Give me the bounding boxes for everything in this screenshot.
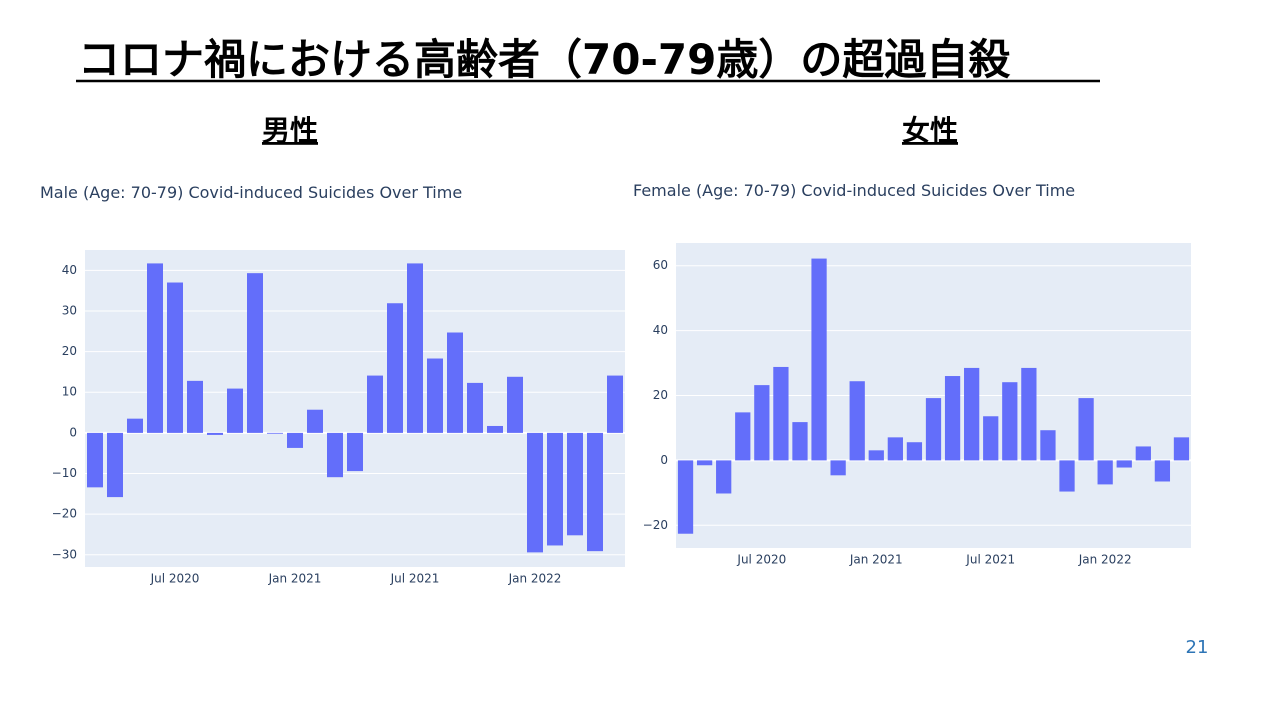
bar (983, 416, 999, 461)
bar (1040, 430, 1056, 461)
bar (167, 282, 183, 433)
y-tick-label: 60 (653, 258, 668, 272)
bar (147, 263, 163, 433)
slide-title: コロナ禍における高齢者（70-79歳）の超過自殺 (78, 35, 1010, 84)
y-tick-label: −10 (52, 466, 77, 480)
bar (507, 376, 523, 433)
bar (287, 432, 303, 448)
bar (677, 460, 694, 534)
bar (1135, 446, 1151, 461)
bar (1059, 460, 1075, 492)
x-tick-label: Jul 2020 (150, 572, 200, 586)
bar (387, 303, 403, 433)
bar (607, 375, 623, 433)
bar (849, 381, 865, 461)
chart-title: Male (Age: 70-79) Covid-induced Suicides… (40, 183, 462, 202)
bar (1116, 460, 1132, 468)
y-tick-label: −20 (52, 507, 77, 521)
y-tick-label: −20 (643, 518, 668, 532)
heading-male: 男性 (262, 114, 318, 147)
bar (754, 385, 770, 461)
y-tick-label: 20 (653, 388, 668, 402)
y-tick-label: 40 (62, 263, 77, 277)
bar (367, 375, 383, 433)
bar (1002, 382, 1018, 461)
bar (547, 432, 563, 546)
bar (1173, 437, 1190, 461)
bar (830, 460, 846, 476)
bar (347, 432, 363, 472)
plot-area (85, 250, 625, 567)
bar (925, 398, 942, 461)
bar (1097, 460, 1113, 485)
bar (1154, 460, 1171, 482)
x-tick-label: Jan 2022 (1078, 553, 1132, 567)
y-tick-label: 10 (62, 385, 77, 399)
bar (716, 460, 732, 494)
bar (407, 263, 423, 433)
y-tick-label: 30 (62, 303, 77, 317)
x-tick-label: Jul 2020 (736, 553, 786, 567)
heading-female: 女性 (902, 114, 958, 147)
bar (447, 332, 463, 433)
bar (487, 425, 503, 433)
bar (1078, 398, 1094, 461)
bar (127, 418, 143, 433)
y-tick-label: 0 (69, 425, 77, 439)
bar (427, 358, 443, 433)
bar (696, 460, 713, 466)
x-tick-label: Jan 2021 (268, 572, 322, 586)
bar (964, 367, 980, 461)
y-tick-label: 40 (653, 323, 668, 337)
bar (207, 432, 223, 435)
y-tick-label: 0 (660, 453, 668, 467)
bar (735, 412, 751, 461)
bar (187, 380, 203, 433)
page-number: 21 (1186, 637, 1209, 658)
bar (773, 366, 789, 461)
bar (587, 432, 603, 552)
chart-title: Female (Age: 70-79) Covid-induced Suicid… (633, 181, 1075, 200)
bar (1021, 367, 1037, 461)
bar (327, 432, 343, 478)
x-tick-label: Jan 2021 (849, 553, 903, 567)
bar (267, 432, 283, 434)
bar (307, 409, 323, 433)
bar (227, 388, 243, 433)
x-tick-label: Jan 2022 (508, 572, 562, 586)
bar (87, 432, 103, 488)
bar (467, 382, 483, 433)
bar (247, 273, 263, 433)
bar (527, 432, 543, 553)
bar (906, 442, 923, 461)
bar (811, 258, 827, 461)
y-tick-label: −30 (52, 547, 77, 561)
bar (792, 422, 808, 461)
x-tick-label: Jul 2021 (390, 572, 440, 586)
bar (887, 437, 903, 461)
x-tick-label: Jul 2021 (965, 553, 1015, 567)
bar (944, 376, 961, 461)
y-tick-label: 20 (62, 344, 77, 358)
bar (567, 432, 583, 536)
bar (868, 450, 884, 461)
bar (107, 432, 123, 498)
